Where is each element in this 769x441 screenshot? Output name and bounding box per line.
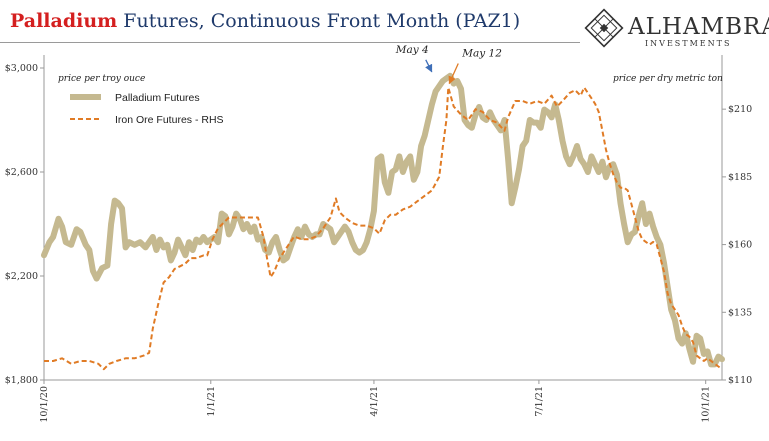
logo-subtitle: INVESTMENTS [645, 39, 732, 48]
alhambra-logo: ALHAMBRA INVESTMENTS [583, 8, 769, 48]
x-tick-label: 10/1/21 [701, 386, 712, 423]
chart-title-highlight: Palladium [10, 10, 118, 32]
left-tick-label: $2,600 [5, 167, 38, 178]
annotation-arrow [425, 59, 433, 73]
palladium-series-line [41, 72, 725, 368]
left-axis-ticks: $1,800 $2,200 $2,600 $3,000 [5, 63, 44, 386]
x-tick-label: 1/1/21 [206, 386, 217, 417]
iron-ore-series-line [44, 86, 723, 371]
right-tick-label: $110 [728, 375, 752, 386]
annotation-label: May 4 [395, 44, 429, 56]
left-tick-label: $3,000 [5, 63, 38, 74]
left-tick-label: $1,800 [5, 375, 38, 386]
chart-title-rest: Futures, Continuous Front Month (PAZ1) [117, 10, 521, 32]
annotation-arrow [448, 63, 459, 85]
x-tick-label: 7/1/21 [534, 386, 545, 417]
chart-title: Palladium Futures, Continuous Front Mont… [10, 10, 520, 32]
legend-iron-ore-label: Iron Ore Futures - RHS [115, 114, 224, 126]
legend-palladium-label: Palladium Futures [115, 92, 200, 104]
x-axis-ticks: 10/1/20 1/1/21 4/1/21 7/1/21 10/1/21 [39, 380, 712, 423]
logo-name: ALHAMBRA [628, 14, 769, 40]
left-axis-unit-label: price per troy ouce [58, 74, 145, 84]
annotations: May 4 May 12 [395, 44, 502, 85]
annotation-label: May 12 [461, 48, 502, 60]
right-axis-ticks: $110 $135 $160 $185 $210 [722, 104, 752, 386]
right-tick-label: $160 [728, 240, 752, 251]
title-divider [0, 42, 580, 43]
left-tick-label: $2,200 [5, 271, 38, 282]
right-tick-label: $210 [728, 104, 752, 115]
legend: Palladium Futures Iron Ore Futures - RHS [70, 92, 224, 126]
alhambra-diamond-icon [584, 8, 624, 48]
x-tick-label: 10/1/20 [39, 386, 50, 423]
right-tick-label: $135 [728, 307, 752, 318]
right-tick-label: $185 [728, 172, 752, 183]
x-tick-label: 4/1/21 [369, 386, 380, 417]
right-axis-unit-label: price per dry metric ton [613, 74, 723, 84]
